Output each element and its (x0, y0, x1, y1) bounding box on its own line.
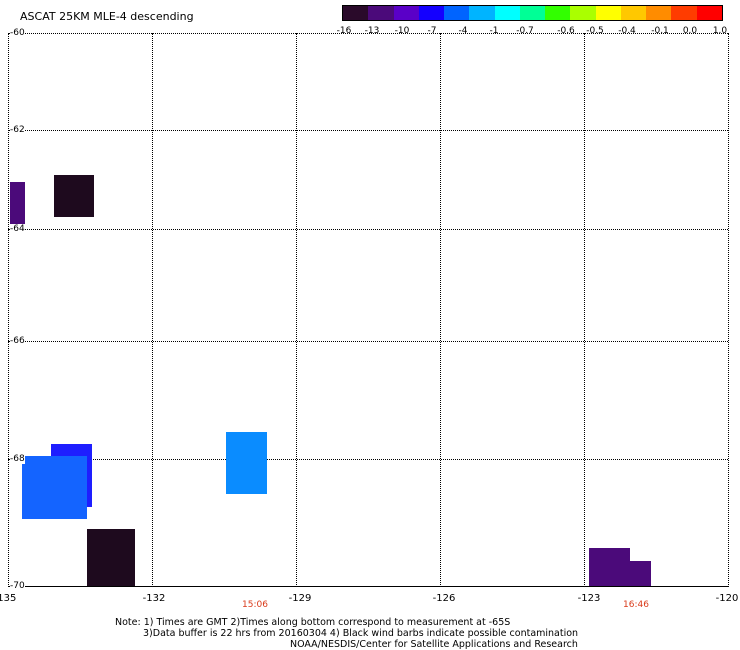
colorbar-tick-label: -7 (427, 26, 437, 36)
wind-data-cell (226, 432, 268, 494)
colorbar-swatch (368, 6, 394, 20)
longitude-gridline (728, 33, 729, 587)
latitude-label: -68 (10, 454, 25, 464)
colorbar-swatch (620, 6, 647, 20)
colorbar-swatch (595, 6, 621, 20)
longitude-label: -126 (432, 593, 456, 604)
colorbar-tick-label: 1.0 (712, 26, 728, 36)
colorbar-swatch (469, 6, 495, 20)
wind-data-cell (588, 547, 630, 586)
wind-data-cell (10, 181, 25, 225)
map-area: -60 -62 -64 -66 -68 -70 (8, 28, 729, 591)
longitude-label: -135 (0, 593, 17, 604)
colorbar-tick-label: -0.6 (557, 26, 575, 36)
colorbar-tick-label: -1 (489, 26, 499, 36)
colorbar-tick-label: 0.0 (682, 26, 698, 36)
map-bottom-border (8, 586, 728, 587)
colorbar-swatch (343, 6, 369, 20)
colorbar-swatch (494, 6, 520, 20)
colorbar (342, 5, 723, 21)
colorbar-swatch (671, 6, 697, 20)
longitude-gridline (584, 33, 585, 587)
longitude-label: -120 (715, 593, 739, 604)
longitude-gridline (440, 33, 441, 587)
pass-time-label: 16:46 (623, 600, 649, 610)
latitude-gridline (8, 459, 728, 460)
colorbar-swatch (444, 6, 470, 20)
colorbar-tick-label: -13 (364, 26, 380, 36)
wind-data-cell (87, 528, 136, 586)
wind-data-cell (627, 560, 652, 586)
note-line-2: 3)Data buffer is 22 hrs from 20160304 4)… (143, 628, 579, 639)
colorbar-swatch (696, 6, 722, 20)
longitude-label: -123 (577, 593, 601, 604)
note-line-3: NOAA/NESDIS/Center for Satellite Applica… (290, 639, 578, 650)
latitude-label: -66 (10, 336, 25, 346)
colorbar-tick-label: -0.5 (586, 26, 604, 36)
colorbar-swatch (570, 6, 596, 20)
latitude-gridline (8, 130, 728, 131)
colorbar-swatch (646, 6, 672, 20)
longitude-gridline (296, 33, 297, 587)
wind-data-cell (53, 174, 95, 217)
colorbar-tick-label: -16 (336, 26, 352, 36)
colorbar-swatch (545, 6, 571, 20)
longitude-gridline (152, 33, 153, 587)
colorbar-tick-label: -4 (458, 26, 468, 36)
pass-time-label: 15:06 (242, 600, 268, 610)
note-line-1: Note: 1) Times are GMT 2)Times along bot… (115, 617, 511, 628)
latitude-label: -64 (10, 224, 25, 234)
latitude-gridline (8, 341, 728, 342)
wind-data-cell (22, 456, 88, 520)
colorbar-tick-label: -0.1 (651, 26, 669, 36)
colorbar-swatch (519, 6, 546, 20)
longitude-label: -129 (288, 593, 312, 604)
latitude-gridline (8, 33, 728, 34)
latitude-label: -70 (10, 581, 25, 591)
colorbar-tick-label: -0.7 (516, 26, 534, 36)
latitude-label: -62 (10, 125, 25, 135)
latitude-label: -60 (10, 28, 25, 38)
longitude-gridline (8, 33, 9, 587)
colorbar-tick-label: -10 (394, 26, 410, 36)
latitude-gridline (8, 229, 728, 230)
map-title: ASCAT 25KM MLE-4 descending (20, 10, 194, 23)
colorbar-tick-label: -0.4 (618, 26, 636, 36)
longitude-label: -132 (142, 593, 166, 604)
colorbar-swatch (418, 6, 445, 20)
colorbar-swatch (393, 6, 419, 20)
colorbar-labels: -16 -13 -10 -7 -4 -1 -0.7 -0.6 -0.5 -0.4 -0.1 0.0 1.… (337, 26, 728, 38)
